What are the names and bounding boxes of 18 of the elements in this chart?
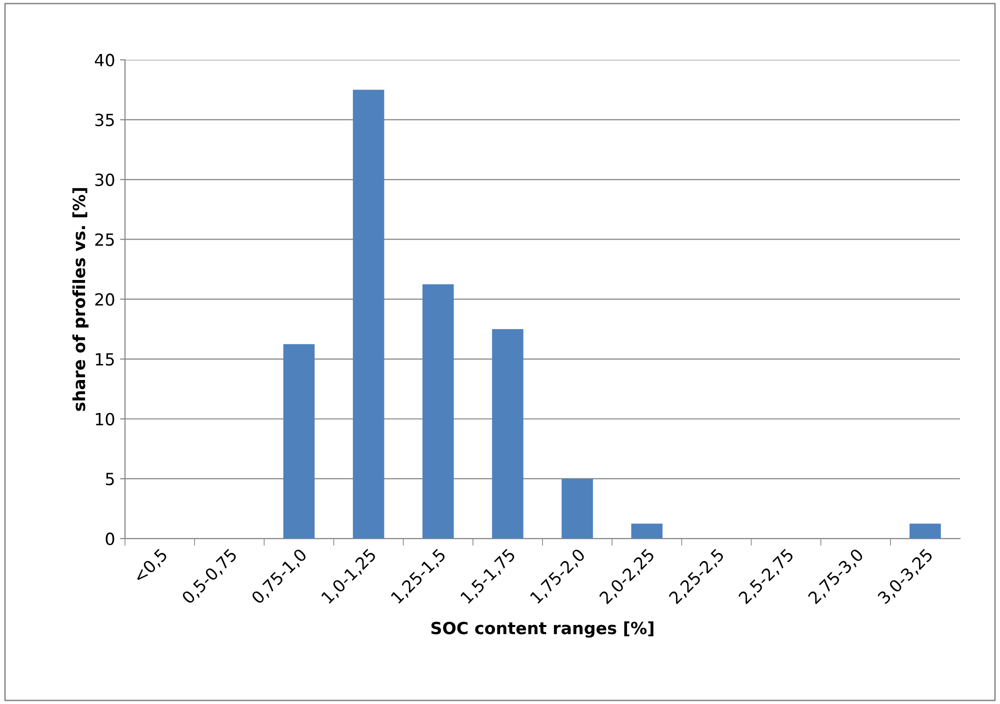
bar bbox=[562, 478, 593, 539]
bar bbox=[422, 284, 454, 539]
y-tick-label: 0 bbox=[106, 532, 114, 546]
bar bbox=[631, 524, 663, 539]
bar bbox=[910, 524, 941, 539]
y-tick-label: 5 bbox=[106, 472, 114, 486]
y-tick-label: 25 bbox=[95, 233, 114, 246]
y-tick-label: 40 bbox=[94, 54, 114, 66]
y-axis-title: share of profiles vs. [%] bbox=[72, 188, 89, 411]
bar bbox=[283, 344, 315, 539]
x-axis-title: SOC content ranges [%] bbox=[431, 621, 654, 638]
y-tick-label: 20 bbox=[95, 293, 114, 306]
bar bbox=[492, 329, 524, 539]
bar bbox=[352, 90, 384, 539]
y-tick-label: 30 bbox=[95, 173, 114, 186]
y-tick-label: 35 bbox=[95, 114, 114, 126]
y-tick-label: 10 bbox=[96, 412, 114, 426]
y-tick-label: 15 bbox=[96, 353, 114, 366]
